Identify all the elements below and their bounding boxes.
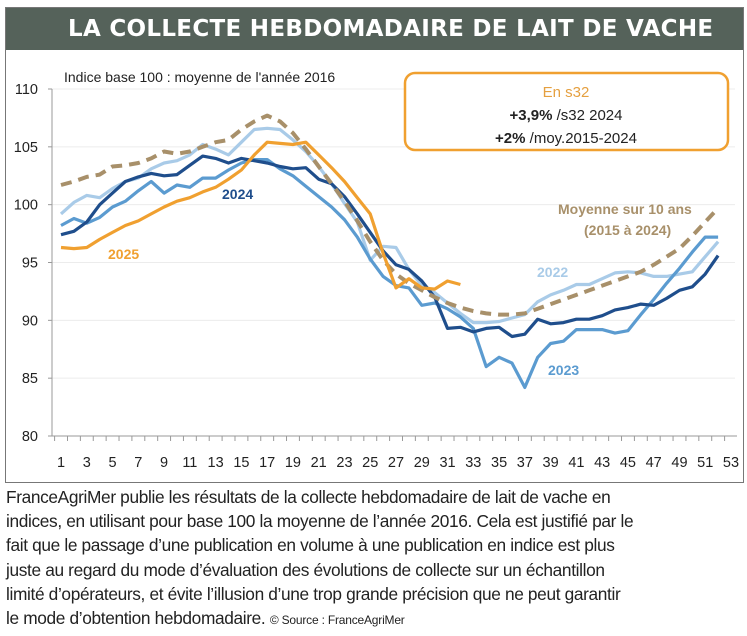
series-label-2024: 2024	[222, 186, 253, 202]
x-tick-label: 25	[362, 455, 378, 471]
x-tick-label: 15	[233, 455, 249, 471]
series-label-2022: 2022	[537, 264, 568, 280]
x-tick-label: 49	[671, 455, 687, 471]
x-tick-label: 51	[697, 455, 713, 471]
caption-line: indices, en utilisant pour base 100 la m…	[6, 511, 634, 532]
x-tick-label: 53	[723, 455, 739, 471]
x-tick-label: 39	[543, 455, 559, 471]
annotation-box: En s32 +3,9% /s32 2024 +2% /moy.2015-202…	[403, 71, 730, 152]
x-tick-label: 31	[439, 455, 455, 471]
x-tick-label: 17	[259, 455, 275, 471]
series-label-2025: 2025	[108, 246, 139, 262]
series-line-2025	[60, 140, 461, 291]
x-tick-label: 3	[83, 455, 91, 471]
x-tick-label: 33	[465, 455, 481, 471]
source-credit: © Source : FranceAgriMer	[269, 613, 405, 628]
x-tick-label: 5	[108, 455, 116, 471]
chart-frame	[5, 7, 744, 483]
annotation-label-1: /s32 2024	[552, 107, 622, 124]
caption-line: juste au regard du mode d’évaluation des…	[6, 559, 605, 580]
caption-line: le mode d’obtention hebdomadaire.	[6, 608, 266, 629]
series-label-average-period: (2015 à 2024)	[584, 222, 671, 238]
x-tick-label: 37	[517, 455, 533, 471]
y-tick-label: 110	[15, 82, 38, 98]
x-tick-label: 19	[285, 455, 301, 471]
caption-line: FranceAgriMer publie les résultats de la…	[6, 487, 611, 507]
x-tick-label: 21	[311, 455, 327, 471]
x-tick-label: 43	[594, 455, 610, 471]
page-title: LA COLLECTE HEBDOMADAIRE DE LAIT DE VACH…	[6, 8, 743, 50]
y-tick-label: 105	[14, 140, 38, 156]
x-tick-label: 13	[208, 455, 224, 471]
x-tick-label: 7	[134, 455, 142, 471]
x-tick-label: 45	[620, 455, 636, 471]
annotation-value-1: +3,9%	[509, 107, 552, 124]
x-tick-label: 35	[491, 455, 507, 471]
caption-line: limité d’opérateurs, et évite l’illusion…	[6, 583, 621, 604]
annotation-value-2: +2%	[495, 130, 525, 147]
x-tick-label: 23	[336, 455, 352, 471]
caption: FranceAgriMer publie les résultats de la…	[6, 485, 746, 632]
y-tick-label: 85	[22, 371, 38, 387]
svg-text:+2% /moy.2015-2024: +2% /moy.2015-2024	[495, 130, 637, 147]
x-tick-label: 1	[57, 455, 65, 471]
x-tick-label: 9	[160, 455, 168, 471]
y-tick-label: 95	[22, 256, 38, 272]
series-label-average: Moyenne sur 10 ans	[558, 201, 692, 217]
y-tick-label: 90	[22, 313, 38, 329]
x-tick-label: 47	[646, 455, 662, 471]
annotation-title: En s32	[543, 84, 590, 101]
chart-subtitle: Indice base 100 : moyenne de l'année 201…	[64, 69, 335, 85]
x-tick-label: 41	[568, 455, 584, 471]
y-tick-label: 80	[22, 429, 38, 445]
series-label-2023: 2023	[548, 362, 579, 378]
svg-text:+3,9% /s32 2024: +3,9% /s32 2024	[509, 107, 622, 124]
caption-line: fait que le passage d’une publication en…	[6, 535, 615, 556]
series-line-2023	[60, 158, 719, 389]
series-line-2024	[60, 154, 720, 339]
series-line-2022	[59, 126, 720, 325]
x-tick-label: 11	[182, 455, 197, 471]
x-tick-label: 27	[388, 455, 404, 471]
y-tick-label: 100	[14, 198, 38, 214]
annotation-label-2: /moy.2015-2024	[525, 130, 636, 147]
x-tick-label: 29	[414, 455, 430, 471]
